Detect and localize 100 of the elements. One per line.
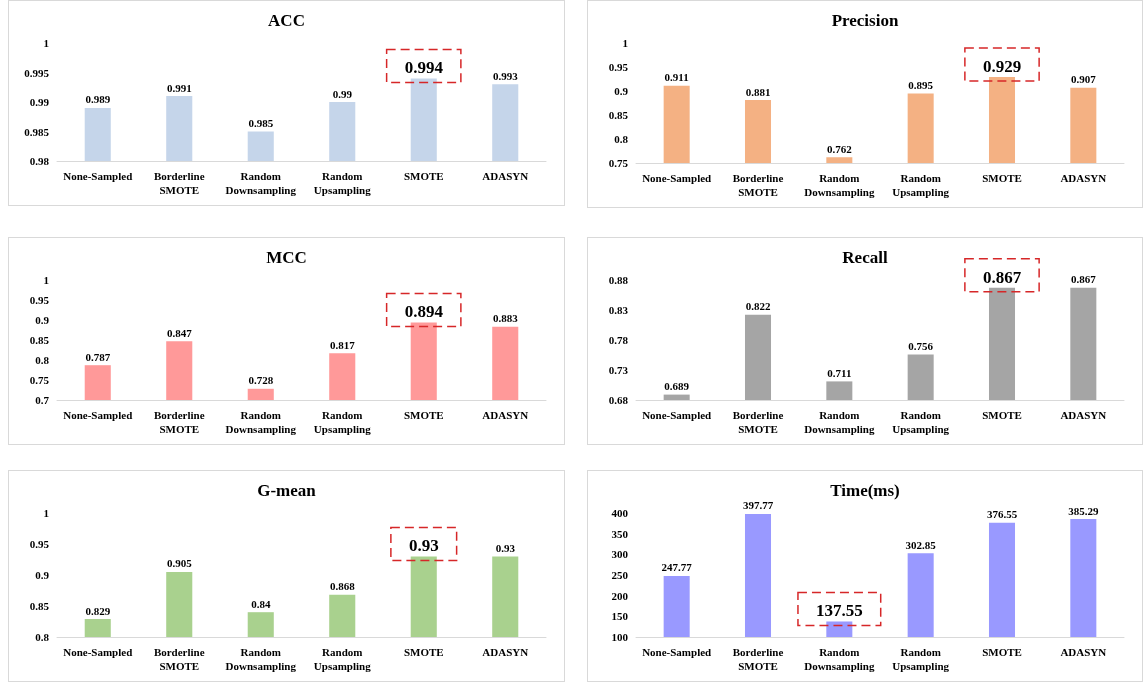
data-label: 0.829 xyxy=(85,604,111,617)
annotation: 0.93 xyxy=(408,536,439,556)
x-tick-label: Random Upsampling xyxy=(313,409,372,435)
x-tick-label: Random Downsampling xyxy=(804,409,875,435)
x-tick-label: Random Downsampling xyxy=(804,172,875,198)
data-label: 0.907 xyxy=(1070,73,1097,86)
chart-title: MCC xyxy=(266,248,307,267)
x-tick-label: None-Sampled xyxy=(642,409,712,421)
annotation: 0.894 xyxy=(404,302,444,322)
y-tick-label: 350 xyxy=(611,527,629,540)
x-tick-label: SMOTE xyxy=(982,172,1022,184)
data-label: 0.911 xyxy=(664,71,689,84)
chart-title: ACC xyxy=(268,11,305,30)
data-label: 0.847 xyxy=(166,326,193,339)
x-tick-label: None-Sampled xyxy=(642,646,712,658)
data-label: 0.711 xyxy=(827,366,852,379)
y-tick-label: 0.88 xyxy=(608,274,629,286)
annotation: 0.929 xyxy=(982,57,1022,77)
data-label: 0.989 xyxy=(85,93,111,106)
data-label: 302.85 xyxy=(905,538,937,551)
x-tick-label: SMOTE xyxy=(403,170,444,182)
y-tick-label: 0.95 xyxy=(608,61,629,73)
data-label: 0.817 xyxy=(329,338,356,351)
y-tick-label: 100 xyxy=(611,631,629,643)
y-tick-label: 0.85 xyxy=(29,600,50,612)
y-tick-label: 1 xyxy=(43,507,49,519)
x-tick-label: Random Downsampling xyxy=(804,646,875,672)
chart-title: Recall xyxy=(842,248,888,267)
x-tick-label: ADASYN xyxy=(482,170,529,182)
annotation: 0.994 xyxy=(404,58,444,78)
y-tick-label: 0.78 xyxy=(608,334,629,346)
x-tick-label: Borderline SMOTE xyxy=(153,170,205,196)
data-label: 0.883 xyxy=(492,312,519,325)
x-tick-label: Random Downsampling xyxy=(225,646,297,672)
data-label: 376.55 xyxy=(986,508,1018,521)
y-tick-label: 0.9 xyxy=(614,85,629,97)
chart-title: Time(ms) xyxy=(830,481,900,500)
x-tick-label: Random Upsampling xyxy=(313,646,372,672)
y-tick-label: 300 xyxy=(611,548,629,561)
y-tick-label: 1 xyxy=(622,37,628,49)
y-tick-label: 0.75 xyxy=(29,374,50,386)
y-tick-label: 0.95 xyxy=(29,294,50,306)
data-label: 0.993 xyxy=(492,69,519,82)
data-label: 0.881 xyxy=(745,85,771,98)
x-tick-label: SMOTE xyxy=(403,409,444,421)
x-tick-label: ADASYN xyxy=(1060,409,1107,421)
y-tick-label: 250 xyxy=(611,569,629,581)
x-tick-label: None-Sampled xyxy=(63,409,133,421)
y-tick-label: 200 xyxy=(611,589,629,602)
y-tick-label: 0.85 xyxy=(29,334,50,346)
y-tick-label: 0.9 xyxy=(35,569,50,581)
x-tick-label: Random Downsampling xyxy=(225,170,297,196)
data-label: 397.77 xyxy=(742,499,774,512)
x-tick-label: ADASYN xyxy=(1060,646,1107,658)
y-tick-label: 0.8 xyxy=(35,354,50,366)
x-tick-label: SMOTE xyxy=(982,409,1022,421)
x-tick-label: Random Upsampling xyxy=(892,409,950,435)
data-label: 0.985 xyxy=(248,117,274,129)
chart-title: Precision xyxy=(831,11,899,30)
x-tick-label: ADASYN xyxy=(482,409,529,421)
y-tick-label: 0.85 xyxy=(608,109,629,121)
x-tick-label: Borderline SMOTE xyxy=(732,172,784,198)
y-tick-label: 0.73 xyxy=(608,364,629,376)
y-tick-label: 0.95 xyxy=(29,538,50,550)
data-label: 0.99 xyxy=(332,87,353,100)
data-label: 0.756 xyxy=(908,339,934,352)
y-tick-label: 0.68 xyxy=(608,394,629,406)
x-tick-label: ADASYN xyxy=(482,646,529,658)
y-tick-label: 0.9 xyxy=(35,314,50,326)
x-tick-label: Random Upsampling xyxy=(313,170,372,196)
y-tick-label: 0.75 xyxy=(608,157,629,169)
data-label: 0.868 xyxy=(329,580,356,593)
y-tick-label: 0.83 xyxy=(608,304,629,316)
x-tick-label: Borderline SMOTE xyxy=(732,409,784,435)
annotation: 0.867 xyxy=(982,267,1022,287)
x-tick-label: Random Downsampling xyxy=(225,409,297,435)
data-label: 0.895 xyxy=(908,78,934,91)
y-tick-label: 0.7 xyxy=(35,394,50,406)
x-tick-label: None-Sampled xyxy=(63,170,133,182)
x-tick-label: Borderline SMOTE xyxy=(153,409,205,435)
x-tick-label: Borderline SMOTE xyxy=(153,646,205,672)
y-tick-label: 0.8 xyxy=(35,631,50,643)
data-label: 0.787 xyxy=(85,350,111,363)
y-tick-label: 0.985 xyxy=(24,125,50,138)
chart-title: G-mean xyxy=(257,481,317,500)
y-tick-label: 0.995 xyxy=(24,66,50,79)
data-label: 0.867 xyxy=(1070,273,1097,286)
annotation: 137.55 xyxy=(815,601,863,621)
y-tick-label: 0.8 xyxy=(614,133,629,145)
x-tick-label: Borderline SMOTE xyxy=(732,646,784,672)
x-tick-label: SMOTE xyxy=(982,646,1022,658)
x-tick-label: None-Sampled xyxy=(63,646,133,658)
x-tick-label: Random Upsampling xyxy=(892,646,950,672)
data-label: 0.991 xyxy=(166,81,192,94)
x-tick-label: ADASYN xyxy=(1060,172,1107,184)
x-tick-label: SMOTE xyxy=(403,646,444,658)
y-tick-label: 1 xyxy=(43,37,49,49)
data-label: 0.822 xyxy=(745,300,771,313)
data-label: 0.728 xyxy=(248,374,274,387)
data-label: 0.93 xyxy=(495,541,516,554)
